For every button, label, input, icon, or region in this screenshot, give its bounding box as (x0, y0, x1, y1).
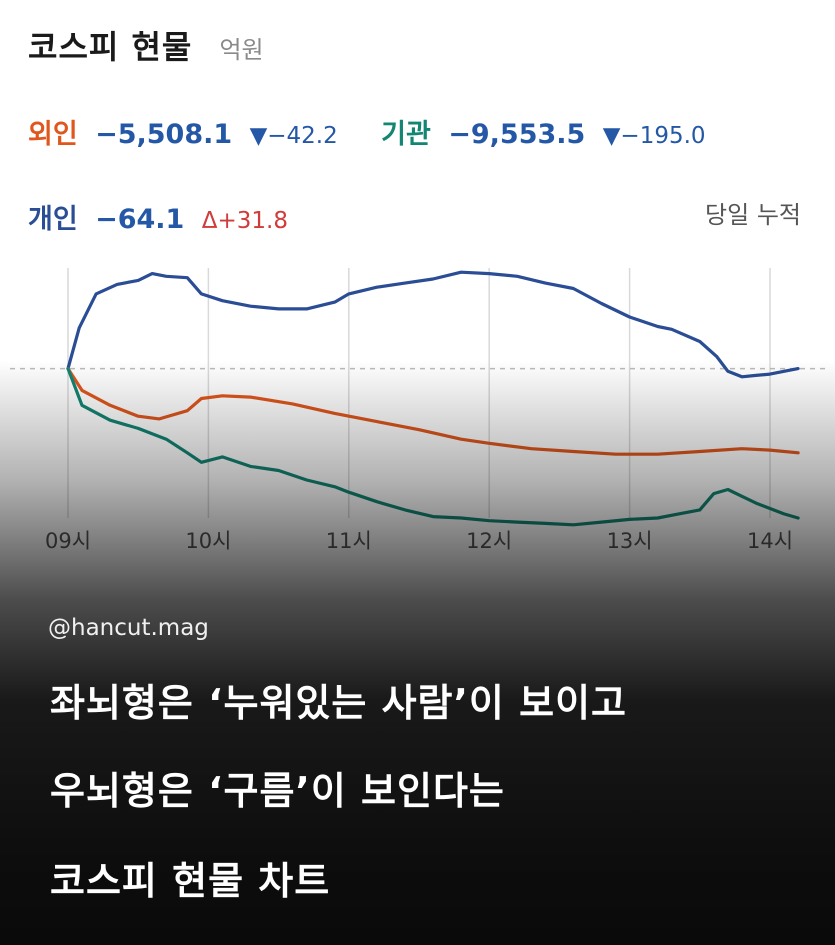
watermark: @hancut.mag (48, 615, 209, 641)
cumulative-label: 당일 누적 (705, 201, 801, 229)
series-line-1 (66, 366, 800, 456)
individual-label: 개인 (28, 204, 78, 235)
caption-line-1: 좌뇌형은 ‘누워있는 사람’이 보이고 (50, 681, 628, 725)
chart-unit: 억원 (219, 36, 264, 64)
summary-row-1: 외인 −5,508.1 ▼−42.2 기관 −9,553.5 ▼−195.0 (28, 112, 714, 151)
institution-label: 기관 (381, 119, 431, 150)
chart-header: 코스피 현물 억원 (28, 22, 264, 68)
individual-change: Δ+31.8 (201, 208, 288, 234)
series-line-0 (66, 270, 800, 379)
x-tick-label: 11시 (326, 529, 372, 553)
x-tick-label: 10시 (185, 529, 231, 553)
x-tick-label: 14시 (747, 529, 793, 553)
caption-line-3: 코스피 현물 차트 (50, 859, 331, 903)
foreign-label: 외인 (28, 119, 78, 150)
x-tick-label: 12시 (466, 529, 512, 553)
individual-value: −64.1 (95, 204, 185, 235)
x-tick-label: 13시 (607, 529, 653, 553)
foreign-value: −5,508.1 (95, 119, 233, 150)
institution-change: ▼−195.0 (602, 123, 706, 149)
caption-line-2: 우뇌형은 ‘구름’이 보인다는 (50, 769, 505, 813)
line-chart: 09시 10시 11시 12시 13시 14시 (10, 268, 830, 553)
series-line-2 (66, 366, 800, 527)
chart-title: 코스피 현물 (28, 28, 193, 66)
x-tick-label: 09시 (45, 529, 91, 553)
foreign-change: ▼−42.2 (249, 123, 338, 149)
institution-value: −9,553.5 (448, 119, 586, 150)
summary-row-2: 개인 −64.1 Δ+31.8 (28, 197, 296, 236)
